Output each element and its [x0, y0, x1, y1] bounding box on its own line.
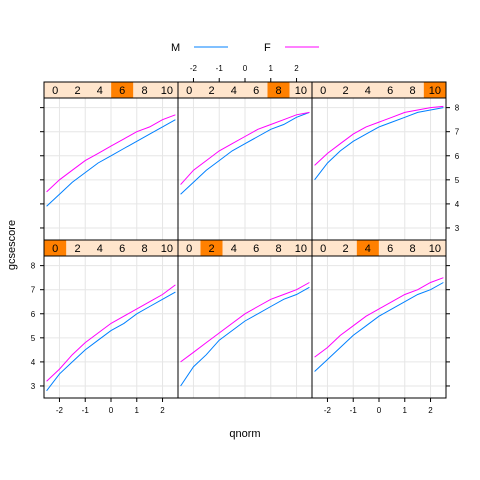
- strip-label: 4: [231, 85, 237, 97]
- strip-label: 10: [429, 85, 441, 97]
- x-tick-label-top: 2: [294, 64, 299, 73]
- x-tick-label-bottom: 2: [428, 406, 433, 415]
- series-line-m: [180, 286, 310, 387]
- strip-label: 6: [253, 85, 259, 97]
- strip-label: 2: [342, 243, 348, 255]
- strip-label: 8: [409, 85, 415, 97]
- strip-label: 6: [387, 243, 393, 255]
- y-axis-title: gcsescore: [6, 220, 18, 270]
- strip-label: 8: [275, 243, 281, 255]
- strip-label: 0: [186, 243, 192, 255]
- x-tick-label-top: -1: [216, 64, 224, 73]
- y-tick-label-left: 5: [31, 334, 36, 343]
- strip-label: 2: [208, 243, 214, 255]
- strip-label: 10: [295, 243, 307, 255]
- panel-4: 0 2 4 6 8 10: [177, 81, 313, 241]
- panel-border: [311, 97, 447, 241]
- strip-label: 10: [295, 85, 307, 97]
- legend-label-f: F: [264, 42, 271, 54]
- x-tick-label-top: 0: [243, 64, 248, 73]
- series-line-m: [314, 282, 444, 372]
- series-line-m: [46, 119, 176, 207]
- x-tick-label-bottom: 2: [160, 406, 165, 415]
- strip-label: 8: [141, 243, 147, 255]
- x-tick-label-bottom: 0: [109, 406, 114, 415]
- panel-3: 0 2 4 6 8 10: [43, 81, 179, 241]
- strip-highlight: [267, 82, 290, 98]
- strip-label: 2: [342, 85, 348, 97]
- x-tick-label-bottom: -2: [324, 406, 332, 415]
- strip-label: 4: [365, 85, 371, 97]
- y-tick-label-left: 8: [31, 262, 36, 271]
- panel-5: 0 2 4 6 8 10: [311, 81, 447, 241]
- series-line-f: [46, 284, 176, 382]
- strip-label: 10: [161, 243, 173, 255]
- strip-label: 0: [320, 85, 326, 97]
- strip-highlight: [44, 240, 67, 256]
- series-line-f: [46, 114, 176, 193]
- strip-label: 4: [97, 85, 103, 97]
- y-tick-label-right: 3: [455, 224, 460, 233]
- x-tick-label-bottom: -1: [350, 406, 358, 415]
- strip-label: 10: [161, 85, 173, 97]
- x-tick-label-bottom: 0: [377, 406, 382, 415]
- strip-label: 4: [365, 243, 371, 255]
- series-line-f: [314, 277, 444, 358]
- panel-2: 0 2 4 6 8 10: [311, 239, 447, 399]
- series-line-m: [314, 107, 444, 181]
- strip-label: 8: [141, 85, 147, 97]
- y-tick-label-right: 7: [455, 128, 460, 137]
- strip-background: [178, 240, 312, 256]
- y-tick-label-left: 4: [31, 358, 36, 367]
- strip-label: 4: [97, 243, 103, 255]
- x-tick-label-bottom: 1: [403, 406, 408, 415]
- strip-label: 10: [429, 243, 441, 255]
- series-line-f: [314, 105, 444, 166]
- series-line-f: [180, 111, 310, 185]
- y-tick-label-right: 8: [455, 104, 460, 113]
- strip-label: 0: [320, 243, 326, 255]
- x-axis-title: qnorm: [229, 428, 260, 440]
- strip-label: 2: [74, 243, 80, 255]
- legend-label-m: M: [171, 42, 180, 54]
- strip-background: [44, 82, 178, 98]
- panel-1: 0 2 4 6 8 10: [177, 239, 313, 399]
- panel-0: 0 2 4 6 8 10: [43, 239, 179, 399]
- x-tick-label-top: -2: [190, 64, 198, 73]
- strip-label: 2: [74, 85, 80, 97]
- strip-background: [312, 82, 446, 98]
- strip-label: 4: [231, 243, 237, 255]
- strip-label: 0: [52, 243, 58, 255]
- strip-background: [44, 240, 178, 256]
- y-tick-label-right: 5: [455, 176, 460, 185]
- strip-background: [178, 82, 312, 98]
- strip-label: 6: [253, 243, 259, 255]
- strip-label: 6: [387, 85, 393, 97]
- x-tick-label-bottom: -2: [56, 406, 64, 415]
- series-line-m: [46, 291, 176, 392]
- y-tick-label-right: 6: [455, 152, 460, 161]
- strip-highlight: [111, 82, 134, 98]
- y-tick-label-left: 7: [31, 286, 36, 295]
- x-tick-label-bottom: -1: [82, 406, 90, 415]
- strip-label: 2: [208, 85, 214, 97]
- y-tick-label-left: 6: [31, 310, 36, 319]
- y-tick-label-right: 4: [455, 200, 460, 209]
- strip-label: 0: [186, 85, 192, 97]
- strip-background: [312, 240, 446, 256]
- series-line-m: [180, 111, 310, 195]
- x-tick-label-top: 1: [269, 64, 274, 73]
- strip-highlight: [200, 240, 223, 256]
- strip-highlight: [356, 240, 379, 256]
- strip-label: 6: [119, 243, 125, 255]
- strip-label: 8: [275, 85, 281, 97]
- strip-label: 0: [52, 85, 58, 97]
- series-line-f: [180, 282, 310, 363]
- y-tick-label-left: 3: [31, 382, 36, 391]
- strip-label: 6: [119, 85, 125, 97]
- strip-label: 8: [409, 243, 415, 255]
- strip-highlight: [423, 82, 446, 98]
- x-tick-label-bottom: 1: [135, 406, 140, 415]
